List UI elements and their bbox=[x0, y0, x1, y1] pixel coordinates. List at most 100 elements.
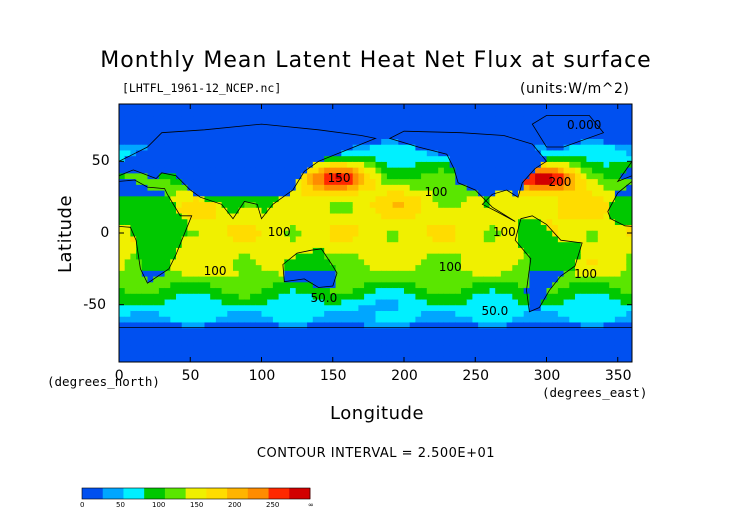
heatmap-cell bbox=[136, 287, 143, 294]
heatmap-cell bbox=[603, 327, 610, 334]
heatmap-cell bbox=[438, 138, 445, 145]
heatmap-cell bbox=[210, 109, 217, 117]
heatmap-cell bbox=[329, 310, 337, 317]
heatmap-cell bbox=[426, 327, 434, 334]
heatmap-cell bbox=[272, 235, 280, 243]
heatmap-cell bbox=[489, 316, 496, 323]
heatmap-cell bbox=[478, 230, 485, 237]
heatmap-cell bbox=[255, 339, 263, 346]
heatmap-cell bbox=[466, 253, 473, 260]
heatmap-cell bbox=[466, 201, 473, 208]
heatmap-cell bbox=[592, 178, 599, 185]
heatmap-cell bbox=[569, 276, 576, 283]
heatmap-cell bbox=[443, 327, 451, 334]
heatmap-cell bbox=[364, 350, 371, 357]
heatmap-cell bbox=[170, 190, 177, 197]
heatmap-cell bbox=[187, 207, 194, 214]
heatmap-cell bbox=[523, 247, 530, 254]
heatmap-cell bbox=[210, 201, 217, 208]
heatmap-cell bbox=[381, 276, 388, 283]
heatmap-cell bbox=[312, 287, 320, 294]
heatmap-cell bbox=[495, 327, 502, 334]
heatmap-cell bbox=[620, 115, 627, 122]
heatmap-cell bbox=[267, 161, 274, 168]
heatmap-cell bbox=[455, 212, 462, 220]
heatmap-cell bbox=[204, 207, 211, 214]
heatmap-cell bbox=[267, 293, 274, 300]
heatmap-cell bbox=[489, 149, 496, 157]
heatmap-cell bbox=[158, 350, 166, 357]
heatmap-cell bbox=[438, 115, 445, 122]
heatmap-cell bbox=[381, 339, 388, 346]
heatmap-cell bbox=[141, 281, 149, 289]
heatmap-cell bbox=[518, 155, 525, 162]
heatmap-cell bbox=[210, 115, 217, 122]
heatmap-cell bbox=[580, 144, 587, 151]
heatmap-cell bbox=[409, 218, 416, 225]
heatmap-cell bbox=[261, 184, 268, 191]
heatmap-cell bbox=[284, 109, 291, 117]
heatmap-cell bbox=[261, 195, 268, 203]
heatmap-cell bbox=[523, 241, 530, 248]
heatmap-cell bbox=[557, 121, 565, 128]
heatmap-cell bbox=[358, 327, 365, 334]
heatmap-cell bbox=[215, 109, 223, 117]
heatmap-cell bbox=[233, 241, 240, 248]
heatmap-cell bbox=[495, 155, 502, 162]
heatmap-cell bbox=[358, 310, 365, 317]
heatmap-cell bbox=[620, 264, 627, 271]
heatmap-cell bbox=[386, 270, 394, 277]
heatmap-cell bbox=[181, 115, 188, 122]
heatmap-cell bbox=[557, 172, 565, 180]
heatmap-cell bbox=[597, 356, 605, 362]
heatmap-cell bbox=[221, 339, 228, 346]
heatmap-cell bbox=[432, 310, 439, 317]
heatmap-cell bbox=[529, 235, 536, 243]
heatmap-cell bbox=[540, 121, 548, 128]
heatmap-cell bbox=[290, 138, 297, 145]
heatmap-cell bbox=[386, 253, 394, 260]
heatmap-cell bbox=[483, 184, 491, 191]
heatmap-cell bbox=[341, 109, 348, 117]
heatmap-cell bbox=[335, 333, 342, 340]
heatmap-cell bbox=[386, 201, 394, 208]
heatmap-cell bbox=[284, 304, 291, 311]
heatmap-cell bbox=[443, 350, 451, 357]
heatmap-cell bbox=[512, 149, 519, 157]
heatmap-cell bbox=[409, 350, 416, 357]
heatmap-cell bbox=[506, 155, 513, 162]
heatmap-cell bbox=[461, 144, 468, 151]
heatmap-cell bbox=[341, 333, 348, 340]
heatmap-cell bbox=[130, 184, 137, 191]
heatmap-cell bbox=[369, 333, 377, 340]
heatmap-cell bbox=[597, 161, 605, 168]
heatmap-cell bbox=[580, 327, 587, 334]
heatmap-cell bbox=[147, 270, 154, 277]
heatmap-cell bbox=[141, 149, 149, 157]
heatmap-cell bbox=[569, 321, 576, 329]
heatmap-cell bbox=[198, 339, 206, 346]
heatmap-cell bbox=[449, 304, 456, 311]
heatmap-cell bbox=[352, 316, 359, 323]
heatmap-cell bbox=[290, 281, 297, 289]
heatmap-cell bbox=[381, 344, 388, 352]
heatmap-cell bbox=[466, 167, 473, 174]
heatmap-cell bbox=[341, 304, 348, 311]
heatmap-cell bbox=[386, 333, 394, 340]
heatmap-cell bbox=[210, 293, 217, 300]
heatmap-cell bbox=[421, 235, 428, 243]
heatmap-cell bbox=[284, 321, 291, 329]
heatmap-cell bbox=[347, 195, 354, 203]
x-tick-label: 50 bbox=[181, 368, 200, 384]
heatmap-cell bbox=[153, 287, 160, 294]
heatmap-cell bbox=[153, 356, 160, 362]
heatmap-cell bbox=[198, 241, 206, 248]
heatmap-cell bbox=[495, 126, 502, 134]
heatmap-cell bbox=[512, 144, 519, 151]
heatmap-cell bbox=[592, 298, 599, 306]
heatmap-cell bbox=[432, 190, 439, 197]
heatmap-cell bbox=[164, 253, 171, 260]
heatmap-cell bbox=[187, 304, 194, 311]
heatmap-cell bbox=[130, 327, 137, 334]
heatmap-cell bbox=[341, 172, 348, 180]
